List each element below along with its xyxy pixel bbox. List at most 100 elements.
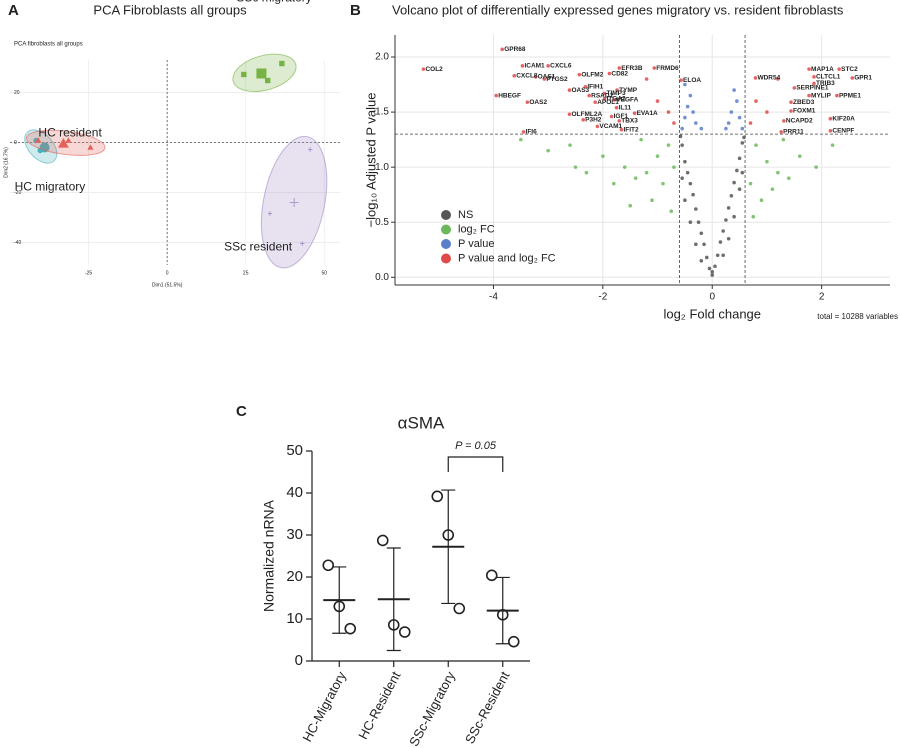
gene-point xyxy=(628,203,632,208)
gene-point xyxy=(601,154,605,158)
chart-subtitle: PCA fibroblasts all groups xyxy=(14,42,83,48)
group-label: SSc migratory xyxy=(236,0,311,5)
gene-point xyxy=(724,218,728,222)
gene-point xyxy=(632,111,637,115)
gene-point xyxy=(732,214,736,219)
gene-label: VEGFA xyxy=(616,97,638,104)
gene-point xyxy=(751,214,756,219)
panel-letter: C xyxy=(236,403,247,420)
gene-point xyxy=(494,93,498,98)
gene-label: PPME1 xyxy=(839,92,861,99)
gene-point xyxy=(672,165,676,169)
gene-point xyxy=(699,231,704,236)
gene-label: IGF1 xyxy=(614,113,629,120)
gene-point xyxy=(797,154,802,158)
gene-point xyxy=(740,126,745,131)
gene-label: CXCL6 xyxy=(550,63,572,70)
chart-title: αSMA xyxy=(398,413,445,432)
legend-swatch xyxy=(441,224,451,235)
pca-point xyxy=(307,147,313,152)
pca-point xyxy=(87,144,94,150)
gene-label: PRR11 xyxy=(783,129,804,136)
gene-point xyxy=(748,181,753,186)
data-point xyxy=(453,602,466,615)
pca-point xyxy=(35,137,42,143)
x-tick-label: -4 xyxy=(489,292,498,303)
data-point xyxy=(485,569,498,582)
plot-area xyxy=(395,35,890,285)
x-tick-label: -2 xyxy=(598,292,607,303)
gene-label: GPR68 xyxy=(504,46,526,53)
gene-point xyxy=(828,116,833,121)
data-point xyxy=(496,608,509,621)
gene-point xyxy=(519,137,523,142)
gene-point xyxy=(781,137,786,142)
gene-point xyxy=(721,253,725,258)
gene-point xyxy=(520,64,525,68)
chart-title: PCA Fibroblasts all groups xyxy=(93,2,247,17)
legend-label: NS xyxy=(458,209,473,221)
x-tick-label: 2 xyxy=(819,292,825,303)
gene-point xyxy=(710,269,715,274)
x-tick-label: 50 xyxy=(322,270,328,276)
significance-bracket xyxy=(447,456,504,472)
gene-point xyxy=(782,119,786,123)
gene-point xyxy=(726,121,731,125)
gene-point xyxy=(679,78,683,82)
pca-point xyxy=(300,241,305,246)
x-axis-label: log₂ Fold change xyxy=(663,306,761,321)
gene-point xyxy=(617,119,622,123)
gene-point xyxy=(729,193,734,198)
gene-point xyxy=(699,126,704,131)
y-tick-label: 50 xyxy=(286,442,303,459)
data-point xyxy=(507,635,520,648)
gene-point xyxy=(776,170,780,175)
gene-point xyxy=(789,109,793,113)
gene-point xyxy=(680,143,684,147)
y-tick-label: 2.0 xyxy=(375,52,389,63)
y-tick-label: -20 xyxy=(14,190,21,196)
gene-point xyxy=(707,266,712,271)
gene-label: CXCL8 xyxy=(516,72,538,79)
gene-label: CLTCL1 xyxy=(816,74,841,81)
gene-point xyxy=(521,130,526,134)
gene-point xyxy=(652,66,657,70)
gene-point xyxy=(683,82,687,87)
gene-label: FOXM1 xyxy=(793,108,816,115)
gene-label: SERPINE1 xyxy=(796,85,829,92)
gene-point xyxy=(669,209,674,214)
gene-label: APOL1 xyxy=(597,99,619,106)
gene-point xyxy=(655,154,660,158)
gene-point xyxy=(542,77,547,81)
gene-point xyxy=(740,170,745,175)
data-point xyxy=(431,490,444,503)
gene-point xyxy=(726,206,731,210)
gene-point xyxy=(770,187,775,191)
gene-point xyxy=(685,104,690,109)
gene-label: IFI6 xyxy=(526,129,538,136)
y-axis-label: Dim2 (16.7%) xyxy=(3,147,9,178)
gene-point xyxy=(602,97,607,101)
gene-label: VCAM1 xyxy=(599,123,622,130)
pca-point xyxy=(241,71,247,78)
y-tick-label: 0.0 xyxy=(375,272,389,283)
gene-label: KIF20A xyxy=(832,115,855,122)
gene-label: IFIT2 xyxy=(623,126,639,133)
gene-label: EVA1A xyxy=(637,110,658,117)
x-tick-label: 25 xyxy=(243,270,249,276)
gene-point xyxy=(765,110,769,114)
x-tick-label: 0 xyxy=(166,270,169,276)
gene-point xyxy=(779,130,783,134)
gene-point xyxy=(587,93,591,98)
gene-point xyxy=(619,127,624,132)
gene-point xyxy=(595,124,600,129)
pca-point xyxy=(279,60,285,67)
legend-label: P value and log₂ FC xyxy=(458,252,556,264)
y-tick-label: 1.0 xyxy=(375,162,389,173)
gene-point xyxy=(704,255,709,260)
y-axis-label: Normalized nRNA xyxy=(261,499,277,612)
group-label: SSc resident xyxy=(224,240,293,254)
y-tick-label: 20 xyxy=(14,90,20,96)
x-tick-label: 0 xyxy=(709,292,715,303)
